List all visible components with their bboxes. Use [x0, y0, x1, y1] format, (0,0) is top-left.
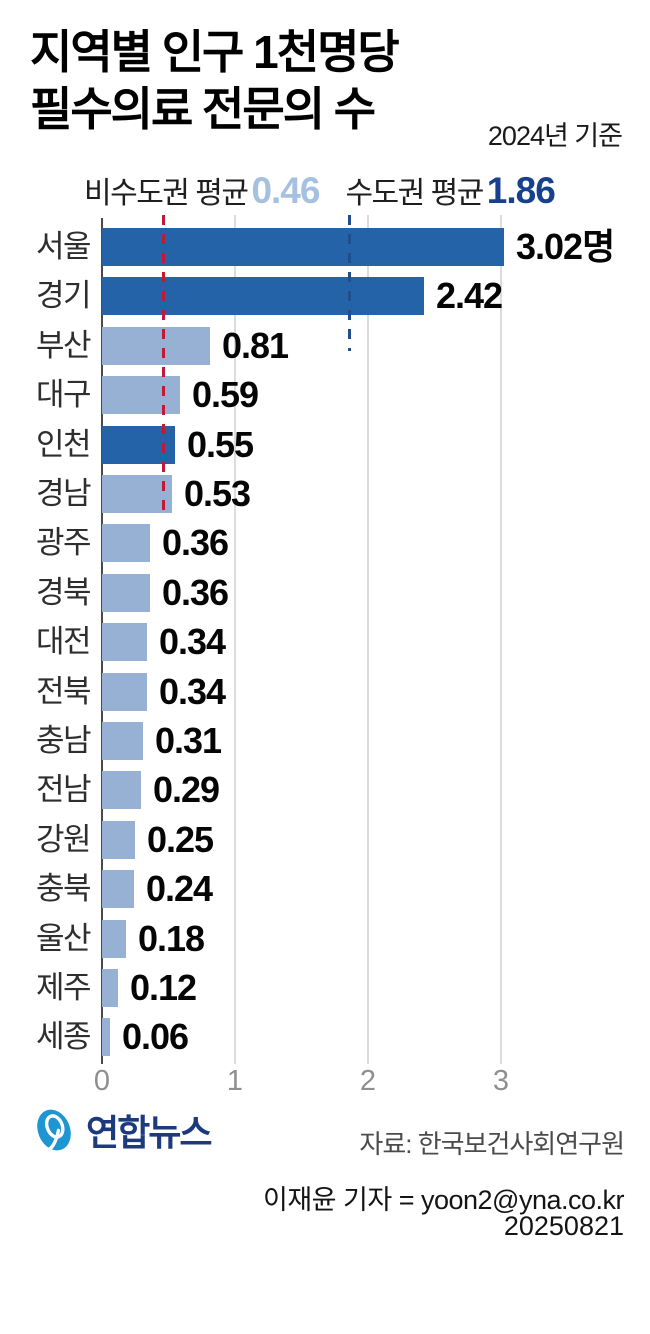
reference-line [348, 215, 351, 351]
bar [102, 376, 180, 415]
yonhap-logo-icon [37, 1109, 71, 1151]
credit-text: 이재윤 기자 = yoon2@yna.co.kr [263, 1185, 625, 1215]
category-label: 충북 [35, 871, 92, 907]
category-label: 대구 [35, 377, 92, 413]
value-label: 2.42 [436, 275, 503, 317]
brand-logo: 연합뉴스 [30, 1104, 212, 1156]
value-label: 0.29 [153, 769, 220, 811]
reference-line [162, 215, 165, 519]
x-tick-label: 3 [492, 1065, 510, 1097]
bar [102, 969, 118, 1007]
legend: 비수도권 평균 0.46 수도권 평균 1.86 [84, 168, 556, 212]
brand-name: 연합뉴스 [86, 1112, 212, 1153]
value-label: 0.34 [159, 621, 226, 663]
legend-capital-value: 1.86 [486, 170, 556, 211]
gridline [234, 215, 236, 1064]
gridline [500, 215, 502, 1064]
category-label: 경기 [35, 278, 92, 314]
category-label: 서울 [35, 229, 92, 264]
bar-row: 광주 0.36 [0, 518, 650, 567]
category-label: 경북 [35, 574, 92, 610]
bar-row: 대전 0.34 [0, 617, 650, 666]
value-label: 0.81 [222, 324, 289, 366]
bar-row: 전북 0.34 [0, 667, 650, 716]
x-tick-label: 1 [226, 1065, 244, 1097]
bar [102, 573, 150, 612]
bar [102, 820, 135, 859]
bar-row: 경남 0.53 [0, 469, 650, 518]
value-label: 0.31 [155, 720, 222, 761]
bar-row: 서울 3.02명 [0, 222, 650, 271]
bar-row: 제주 0.12 [0, 963, 650, 1012]
category-label: 전남 [35, 772, 92, 808]
legend-noncapital-label: 비수도권 평균 [84, 177, 249, 210]
legend-noncapital-value: 0.46 [251, 170, 320, 211]
category-label: 인천 [35, 426, 92, 462]
bar-row: 부산 0.81 [0, 321, 650, 370]
legend-capital-label: 수도권 평균 [345, 177, 484, 210]
bar [102, 475, 172, 513]
value-label: 0.25 [147, 818, 214, 860]
page-title: 지역별 인구 1천명당 필수의료 전문의 수 [30, 26, 400, 135]
x-tick-label: 0 [93, 1065, 111, 1097]
value-label: 0.36 [162, 571, 229, 613]
category-label: 전북 [35, 673, 92, 709]
value-label: 0.53 [184, 473, 251, 514]
bar [102, 524, 150, 563]
category-label: 대전 [35, 624, 92, 660]
category-label: 광주 [35, 525, 92, 561]
value-label: 0.12 [130, 967, 197, 1008]
bar-row: 울산 0.18 [0, 914, 650, 963]
value-label: 0.55 [187, 423, 254, 465]
category-label: 충남 [35, 723, 92, 758]
x-tick-label: 2 [359, 1065, 377, 1097]
value-label: 0.36 [162, 522, 229, 564]
bar-row: 대구 0.59 [0, 370, 650, 419]
value-label: 3.02명 [516, 226, 615, 267]
source-text: 자료: 한국보건사회연구원 [359, 1129, 625, 1159]
category-label: 부산 [35, 327, 92, 363]
value-label: 0.24 [146, 868, 213, 910]
bar [102, 870, 134, 909]
bar [102, 277, 424, 316]
bar [102, 771, 141, 810]
date-note: 2024년 기준 [487, 121, 623, 151]
bar-row: 세종 0.06 [0, 1012, 650, 1061]
value-label: 0.18 [138, 917, 205, 959]
bar [102, 228, 504, 266]
bar [102, 919, 126, 958]
value-label: 0.06 [122, 1016, 189, 1058]
gridline [367, 215, 369, 1064]
bar-row: 충남 0.31 [0, 716, 650, 765]
bar-row: 인천 0.55 [0, 420, 650, 469]
bar [102, 722, 143, 760]
bar [102, 1018, 110, 1057]
bar [102, 623, 147, 662]
value-label: 0.34 [159, 670, 226, 712]
category-label: 울산 [35, 920, 92, 956]
value-label: 0.59 [192, 374, 259, 416]
bar-row: 경북 0.36 [0, 568, 650, 617]
bar-row: 강원 0.25 [0, 815, 650, 864]
bar-row: 전남 0.29 [0, 765, 650, 814]
publish-date: 20250821 [503, 1211, 624, 1241]
category-label: 강원 [35, 821, 92, 857]
category-label: 경남 [35, 476, 92, 511]
category-label: 제주 [35, 970, 92, 1005]
bar-row: 경기 2.42 [0, 271, 650, 320]
bar [102, 672, 147, 711]
bar [102, 326, 210, 365]
category-label: 세종 [35, 1019, 92, 1055]
bar-row: 충북 0.24 [0, 864, 650, 913]
